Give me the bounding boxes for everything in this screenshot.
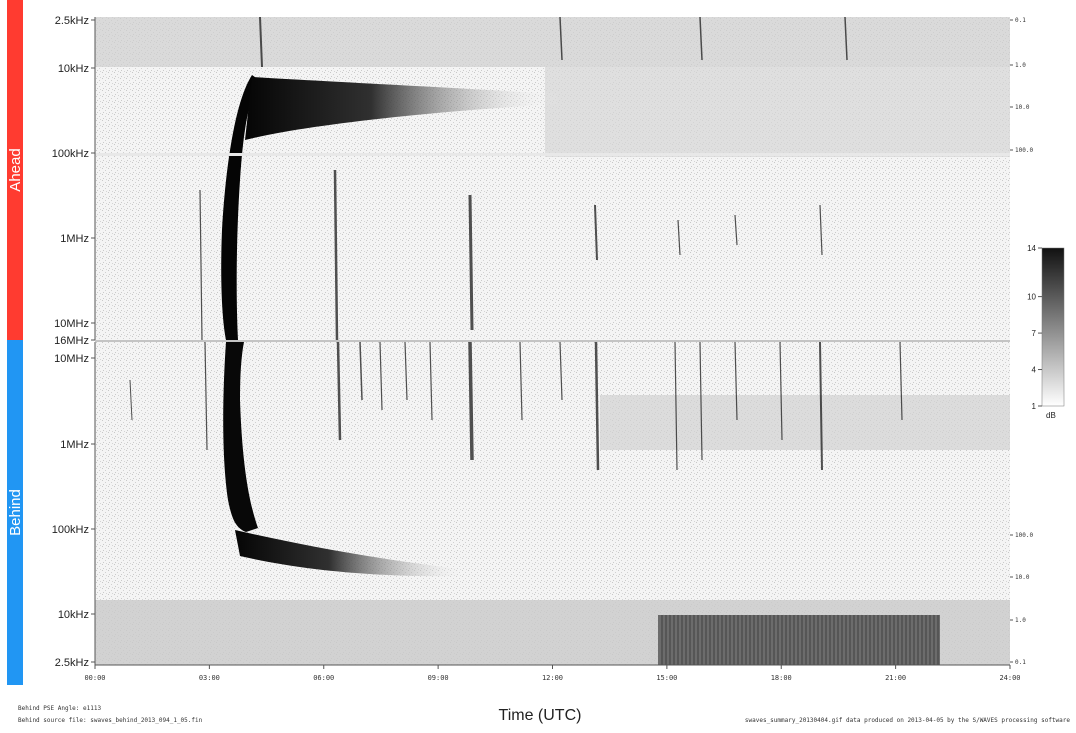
colorbar-tick-label: 1 (1032, 402, 1037, 411)
right-axes: 0.1 1.0 10.0 100.0 100.0 10.0 1.0 0.1 (1010, 17, 1033, 666)
colorbar-tick-label: 7 (1032, 329, 1037, 338)
behind-burst-edge (223, 342, 258, 532)
x-tick-label: 00:00 (84, 674, 105, 682)
burst-streak (468, 194, 474, 331)
ahead-late-noise (545, 67, 1010, 157)
x-tick-label: 18:00 (771, 674, 792, 682)
burst-streak (844, 16, 848, 61)
x-tick-label: 06:00 (313, 674, 334, 682)
behind-mid-noise (600, 395, 1010, 450)
ahead-low-band-noise (95, 17, 1010, 67)
right-tick-label: 0.1 (1015, 17, 1026, 24)
y-tick-label: 2.5kHz (55, 15, 89, 27)
behind-burst-tail (235, 530, 470, 577)
y-tick-label: 10MHz (54, 353, 89, 365)
burst-streak (259, 16, 263, 68)
ahead-burst-tail (245, 77, 560, 140)
x-tick-label: 12:00 (542, 674, 563, 682)
right-tick-label: 1.0 (1015, 617, 1026, 624)
burst-streak (677, 219, 681, 256)
right-tick-label: 1.0 (1015, 62, 1026, 69)
x-tick-label: 09:00 (428, 674, 449, 682)
y-tick-label: 10kHz (58, 609, 89, 621)
footer-left-line1: Behind PSE Angle: e1113 (18, 705, 101, 712)
burst-streak (429, 341, 433, 421)
burst-streak (204, 341, 208, 451)
burst-streak (333, 169, 339, 341)
band-label-behind: Behind (7, 489, 24, 536)
burst-streak (559, 341, 563, 401)
band-strip-ahead (7, 0, 23, 340)
burst-streak (468, 341, 474, 461)
right-tick-label: 10.0 (1015, 104, 1030, 111)
y-tick-label: 10kHz (58, 63, 89, 75)
x-tick-label: 03:00 (199, 674, 220, 682)
x-axis-label: Time (UTC) (499, 707, 582, 724)
y-tick-label: 10MHz (54, 318, 89, 330)
right-tick-label: 100.0 (1015, 147, 1033, 154)
burst-streak (699, 16, 703, 61)
burst-streak (199, 189, 203, 341)
band-label-ahead: Ahead (7, 148, 24, 191)
right-tick-label: 10.0 (1015, 574, 1030, 581)
x-tick-label: 15:00 (656, 674, 677, 682)
behind-panel (95, 342, 1010, 665)
footer-left-line2: Behind source file: swaves_behind_2013_0… (18, 717, 203, 724)
burst-streak (404, 341, 408, 401)
panel-bands: Ahead Behind (7, 0, 24, 685)
colorbar-tick-label: 14 (1027, 244, 1036, 253)
colorbar-gradient (1041, 247, 1065, 407)
burst-streak (699, 341, 703, 461)
right-tick-label: 100.0 (1015, 532, 1033, 539)
y-axes: 2.5kHz 10kHz 100kHz 1MHz 10MHz 16MHz 10MHz 1MHz… (52, 15, 96, 669)
y-tick-label: 1MHz (60, 439, 89, 451)
colorbar-tick-label: 4 (1032, 366, 1037, 375)
burst-streak (379, 341, 383, 411)
y-tick-label: 1MHz (60, 233, 89, 245)
burst-streak (734, 214, 738, 246)
burst-streak (899, 341, 903, 421)
burst-streak (359, 341, 363, 401)
band-strip-behind (7, 340, 23, 685)
colorbar-unit: dB (1046, 411, 1056, 420)
burst-streak (819, 204, 823, 256)
burst-streak (734, 341, 738, 421)
burst-streak (559, 16, 563, 61)
burst-streak (519, 341, 523, 421)
y-tick-label: 2.5kHz (55, 657, 89, 669)
type-iii-streaks (129, 16, 939, 665)
ahead-burst-edge (221, 75, 262, 340)
burst-streak (674, 341, 678, 471)
y-tick-label: 16MHz (54, 335, 89, 347)
y-tick-label: 100kHz (52, 524, 89, 536)
x-tick-label: 21:00 (885, 674, 906, 682)
right-tick-label: 0.1 (1015, 659, 1026, 666)
burst-streak (594, 341, 600, 471)
burst-streak (779, 341, 783, 441)
behind-storm-block (658, 615, 940, 665)
burst-streak (594, 204, 598, 261)
ahead-panel (95, 17, 1010, 340)
ahead-interference-line (95, 153, 1010, 156)
footer-right: swaves_summary_20130404.gif data produce… (745, 717, 1070, 724)
colorbar-tick-label: 10 (1027, 293, 1036, 302)
y-tick-label: 100kHz (52, 148, 89, 160)
burst-streak (129, 379, 133, 421)
burst-streak (336, 341, 342, 441)
x-axis: 00:00 03:00 06:00 09:00 12:00 15:00 18:00 21:00… (84, 664, 1021, 682)
burst-streak (819, 341, 823, 471)
x-tick-label: 24:00 (999, 674, 1020, 682)
